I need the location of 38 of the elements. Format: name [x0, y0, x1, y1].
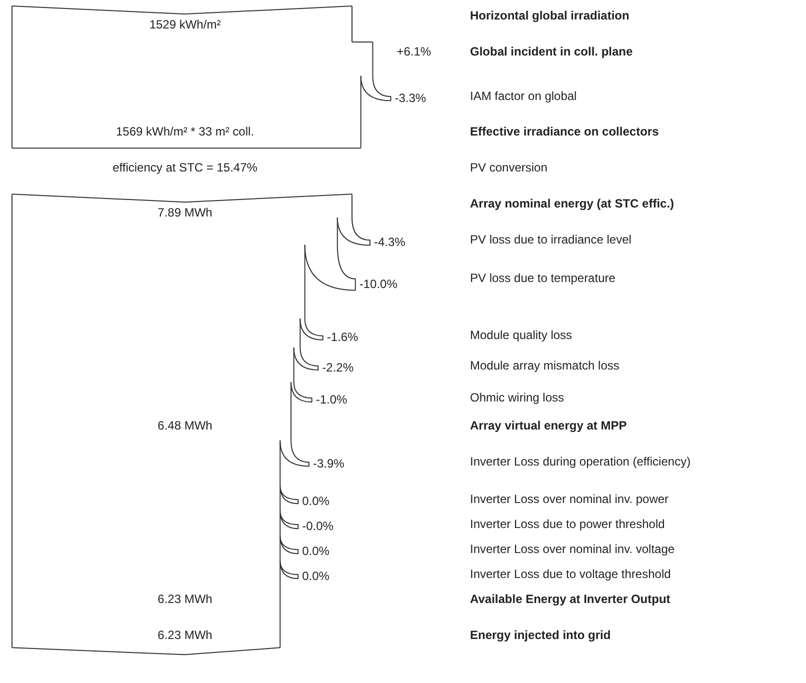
data-label: -4.3% [374, 234, 406, 249]
category-label: Inverter Loss due to power threshold [470, 516, 665, 531]
data-label: -1.0% [316, 392, 348, 406]
category-label: Module quality loss [470, 328, 572, 342]
data-label: 6.23 MWh [158, 592, 212, 606]
category-label: Inverter Loss during operation (efficiency) [470, 454, 691, 469]
category-label: IAM factor on global [470, 88, 577, 103]
data-label: efficiency at STC = 15.47% [112, 160, 258, 174]
data-label: 0.0% [302, 568, 330, 583]
data-label: +6.1% [396, 44, 432, 58]
category-label: PV conversion [470, 160, 548, 174]
data-label: 1529 kWh/m² [149, 17, 221, 32]
category-label: Horizontal global irradiation [470, 8, 630, 22]
category-label: Available Energy at Inverter Output [470, 592, 670, 606]
category-label: Inverter Loss over nominal inv. power [470, 492, 669, 506]
category-label: Module array mismatch loss [470, 358, 620, 372]
data-label: 0.0% [302, 544, 330, 558]
data-label: -1.6% [326, 330, 359, 344]
data-label: -2.2% [322, 360, 354, 374]
data-label: 1569 kWh/m² * 33 m² coll. [116, 124, 254, 138]
data-label: -0.0% [302, 518, 334, 533]
category-label: Effective irradiance on collectors [470, 124, 660, 138]
category-label: Inverter Loss over nominal inv. voltage [470, 542, 675, 556]
data-label: 6.48 MWh [158, 418, 212, 433]
category-label: PV loss due to temperature [470, 271, 616, 286]
category-label: Energy injected into grid [470, 628, 611, 642]
category-label: PV loss due to irradiance level [470, 232, 632, 246]
category-label: Inverter Loss due to voltage threshold [470, 566, 671, 581]
category-label: Array virtual energy at MPP [470, 418, 627, 433]
data-label: 0.0% [302, 494, 330, 508]
data-label: -3.9% [313, 456, 345, 471]
data-label: -10.0% [359, 276, 398, 291]
data-label: 6.23 MWh [158, 628, 212, 642]
category-label: Global incident in coll. plane [470, 44, 634, 58]
category-label: Ohmic wiring loss [470, 390, 564, 404]
data-label: 7.89 MWh [158, 205, 212, 220]
data-label: -3.3% [394, 90, 426, 105]
category-label: Array nominal energy (at STC effic.) [470, 196, 674, 210]
